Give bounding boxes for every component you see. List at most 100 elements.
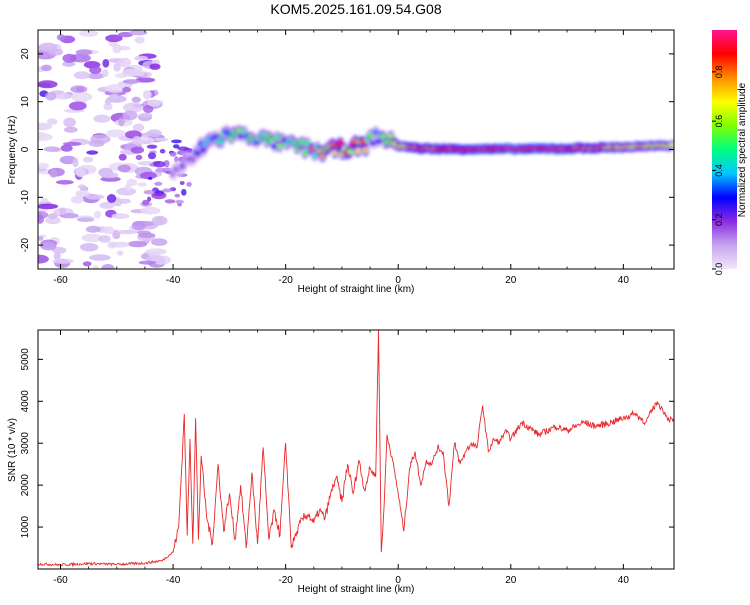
spectrogram-noise-blob	[45, 91, 57, 101]
spectrogram-noise-blob	[54, 92, 72, 100]
spectrogram-noise-blob	[116, 45, 131, 51]
spectrogram-noise-blob	[135, 77, 156, 83]
spectrogram-noise-blob	[101, 264, 115, 269]
snr-y-axis-label: SNR (10 * v/v)	[7, 418, 18, 482]
spectrogram-noise-blob	[132, 123, 145, 132]
spectrogram-noise-blob	[70, 195, 84, 204]
spectrogram-noise-blob	[142, 199, 150, 206]
spectrogram-y-tick-label: 0	[20, 146, 31, 152]
spectrogram-noise-blob	[130, 146, 145, 154]
spectrogram-noise-blob	[116, 250, 124, 256]
spectrogram-noise-blob	[111, 213, 130, 220]
figure-title: KOM5.2025.161.09.54.G08	[270, 1, 441, 17]
spectrogram-noise-blob	[110, 93, 119, 100]
colorbar-tick-label: 0.6	[714, 115, 724, 128]
snr-y-tick-label: 1000	[20, 516, 31, 539]
spectrogram-noise-blob	[139, 171, 157, 180]
spectrogram-ridge-cell	[668, 143, 674, 147]
spectrogram-noise-blob	[149, 63, 161, 70]
spectrogram-noise-blob	[105, 34, 123, 43]
spectrogram-noise-blob	[122, 102, 144, 113]
spectrogram-noise-blob	[103, 102, 113, 111]
spectrogram-noise-blob	[85, 194, 105, 200]
spectrogram-noise-blob	[63, 117, 76, 128]
spectrogram-noise-blob	[100, 171, 119, 179]
spectrogram-noise-blob	[63, 126, 78, 133]
spectrogram-noise-blob	[173, 144, 180, 149]
spectrogram-y-tick-label: -20	[20, 237, 31, 252]
spectrogram-noise-blob	[40, 64, 52, 72]
colorbar-label: Normalized spectral amplitude	[737, 82, 748, 217]
spectrogram-noise-blob	[81, 233, 103, 243]
spectrogram-noise-blob	[102, 59, 110, 68]
spectrogram-noise-blob	[77, 217, 95, 222]
spectrogram-ridge	[169, 124, 674, 182]
spectrogram-noise-blob	[175, 199, 185, 204]
spectrogram-noise-blob	[117, 164, 131, 173]
spectrogram-noise-blob	[138, 232, 156, 239]
spectrogram-ticks: -60 -40 -20 0 20 40 -20 -10 0 10 20	[20, 30, 674, 286]
colorbar-tick-label: 0.2	[714, 213, 724, 226]
spectrogram-noise-blob	[60, 144, 73, 152]
spectrogram-noise-blob	[179, 181, 185, 185]
spectrogram-panel: -60 -40 -20 0 20 40 -20 -10 0 10 20 Height of stra…	[7, 29, 675, 295]
snr-x-tick-label: -60	[53, 575, 68, 586]
spectrogram-noise-blob	[140, 206, 161, 215]
spectrogram-noise-blob	[38, 214, 44, 224]
spectrogram-ridge-cell	[362, 147, 369, 153]
spectrogram-noise-blob	[116, 229, 138, 235]
snr-y-tick-label: 3000	[20, 432, 31, 455]
spectrogram-noise-blob	[77, 184, 86, 189]
spectrogram-noise-blob	[143, 190, 156, 195]
spectrogram-noise-blob	[151, 238, 168, 246]
spectrogram-noise-blob	[106, 194, 117, 203]
snr-x-tick-label: -20	[278, 575, 293, 586]
colorbar: 0.0 0.2 0.4 0.6 0.8 Normalized spectral ampl…	[712, 30, 748, 275]
spectrogram-noise-blob	[153, 161, 166, 168]
colorbar-tick-label: 0.0	[714, 263, 724, 276]
snr-series-line	[38, 330, 674, 568]
spectrogram-noise-blob	[82, 156, 94, 163]
spectrogram-noise-blob	[38, 236, 44, 241]
spectrogram-noise-blob	[122, 68, 142, 77]
spectrogram-noise-blob	[118, 57, 132, 68]
spectrogram-noise-blob	[162, 188, 173, 193]
snr-frame	[37, 329, 675, 570]
spectrogram-noise-blob	[98, 235, 111, 243]
spectrogram-noise-blob	[82, 261, 92, 267]
colorbar-ticks: 0.0 0.2 0.4 0.6 0.8	[712, 66, 724, 276]
spectrogram-noise-blob	[164, 199, 176, 204]
colorbar-tick-label: 0.4	[714, 164, 724, 177]
spectrogram-noise-blob	[135, 154, 143, 161]
spectrogram-noise-blob	[106, 129, 126, 138]
spectrogram-noise-blob	[75, 190, 87, 197]
spectrogram-noise-blob	[86, 150, 99, 155]
snr-panel: -60 -40 -20 0 20 40 1000 2000 3000 4000 5000 Heigh…	[7, 329, 675, 595]
spectrogram-noise-blob	[72, 157, 79, 168]
spectrogram-noise-blob	[38, 122, 52, 131]
colorbar-gradient	[712, 30, 737, 269]
snr-x-tick-label: -40	[166, 575, 181, 586]
spectrogram-x-tick-label: -40	[166, 275, 181, 286]
spectrogram-noise-blob	[89, 66, 102, 74]
snr-y-tick-label: 2000	[20, 474, 31, 497]
spectrogram-noise-blob	[38, 254, 49, 264]
spectrogram-noise-blob	[40, 197, 49, 204]
spectrogram-ridge-cell	[354, 148, 362, 154]
spectrogram-y-tick-label: 20	[20, 48, 31, 60]
snr-x-tick-label: 0	[395, 575, 401, 586]
spectrogram-noise-blob	[104, 98, 112, 106]
spectrogram-noise-blob	[146, 129, 162, 138]
spectrogram-noise-blob	[92, 265, 100, 269]
spectrogram-y-tick-label: -10	[20, 190, 31, 205]
spectrogram-noise-blob	[154, 137, 169, 142]
spectrogram-noise-blob	[110, 241, 130, 248]
spectrogram-noise-blob	[55, 180, 74, 185]
spectrogram-noise-blob	[137, 182, 148, 187]
snr-x-axis-label: Height of straight line (km)	[298, 584, 415, 595]
spectrogram-noise-blob	[85, 225, 101, 233]
spectrogram-noise-blob	[59, 213, 79, 219]
snr-x-tick-label: 20	[505, 575, 517, 586]
spectrogram-noise-blob	[174, 193, 181, 198]
spectrogram-noise-blob	[68, 101, 87, 111]
